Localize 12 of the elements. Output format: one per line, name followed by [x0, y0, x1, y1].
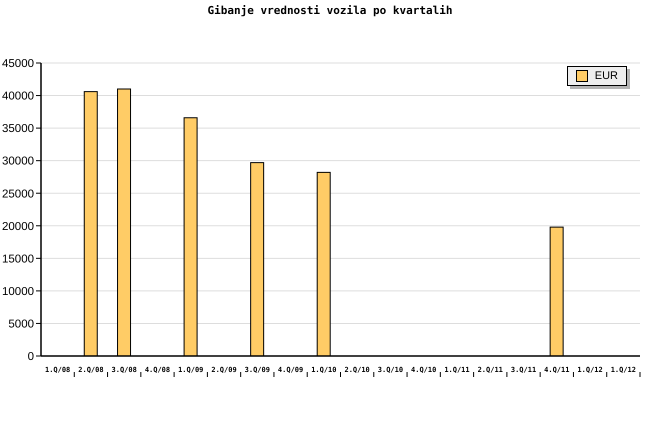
y-tick-label: 45000: [2, 58, 34, 70]
y-tick-label: 5000: [8, 318, 34, 331]
y-tick-label: 20000: [2, 220, 34, 233]
legend-label: EUR: [594, 70, 618, 82]
y-tick-label: 40000: [2, 90, 34, 103]
y-tick-label: 0: [28, 351, 34, 364]
y-tick-label: 25000: [2, 188, 34, 200]
chart-title: Gibanje vrednosti vozila po kvartalih: [206, 4, 454, 17]
y-tick-label: 30000: [2, 156, 34, 168]
y-tick-label: 10000: [2, 286, 34, 298]
y-tick-label: 15000: [2, 253, 34, 266]
y-tick-label: 35000: [2, 123, 34, 136]
